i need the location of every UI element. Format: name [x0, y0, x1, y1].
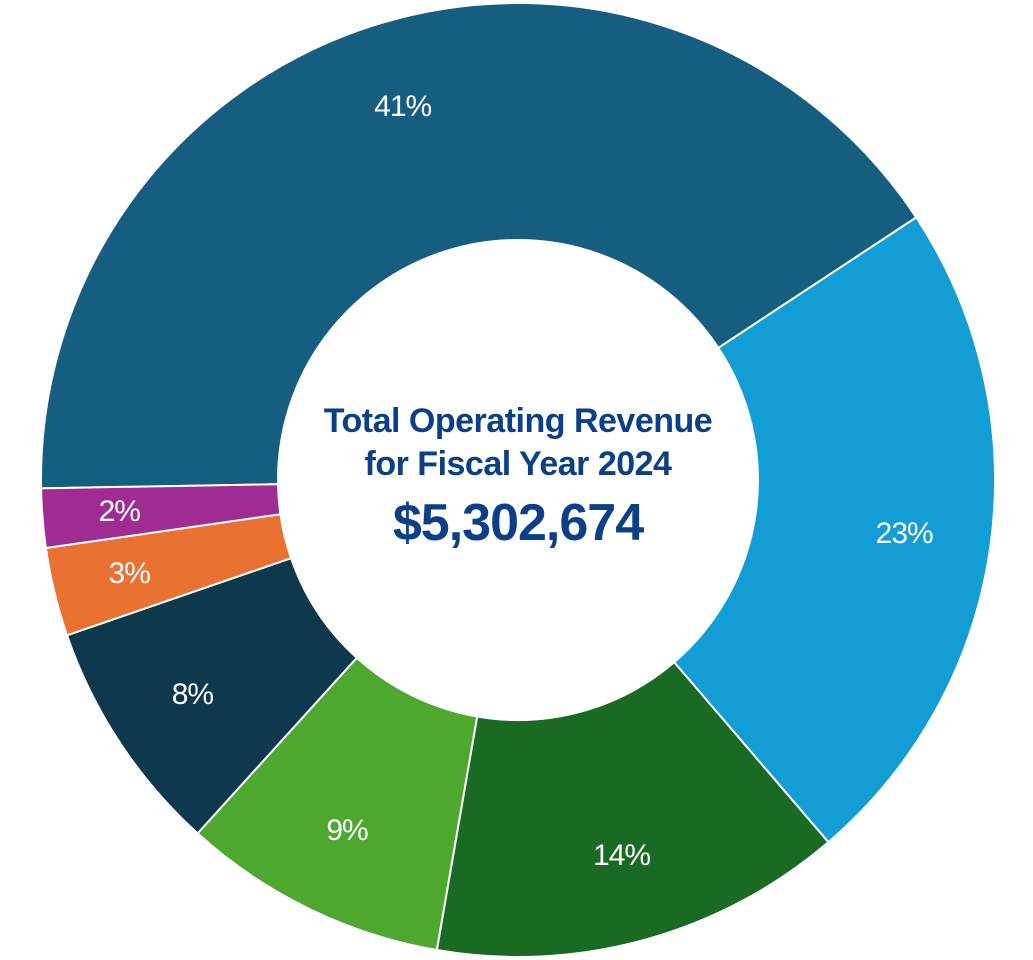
slice-percent-label: 23% — [875, 517, 934, 551]
slice-percent-label: 9% — [326, 813, 368, 847]
donut-slice — [672, 216, 996, 844]
slice-percent-label: 8% — [171, 677, 214, 711]
total-revenue-value: $5,302,674 — [392, 494, 644, 552]
slice-percent-label: 2% — [98, 495, 141, 529]
slice-percent-label: 14% — [593, 838, 651, 872]
slice-percent-label: 41% — [374, 90, 432, 124]
chart-title-line2: for Fiscal Year 2024 — [364, 445, 672, 483]
chart-title-line1: Total Operating Revenue — [323, 402, 713, 440]
donut-slice — [435, 660, 830, 958]
slice-percent-label: 3% — [108, 557, 151, 591]
donut-slice — [40, 2, 918, 490]
donut-slice — [40, 483, 282, 550]
chart-center-label: Total Operating Revenue for Fiscal Year … — [278, 400, 758, 556]
